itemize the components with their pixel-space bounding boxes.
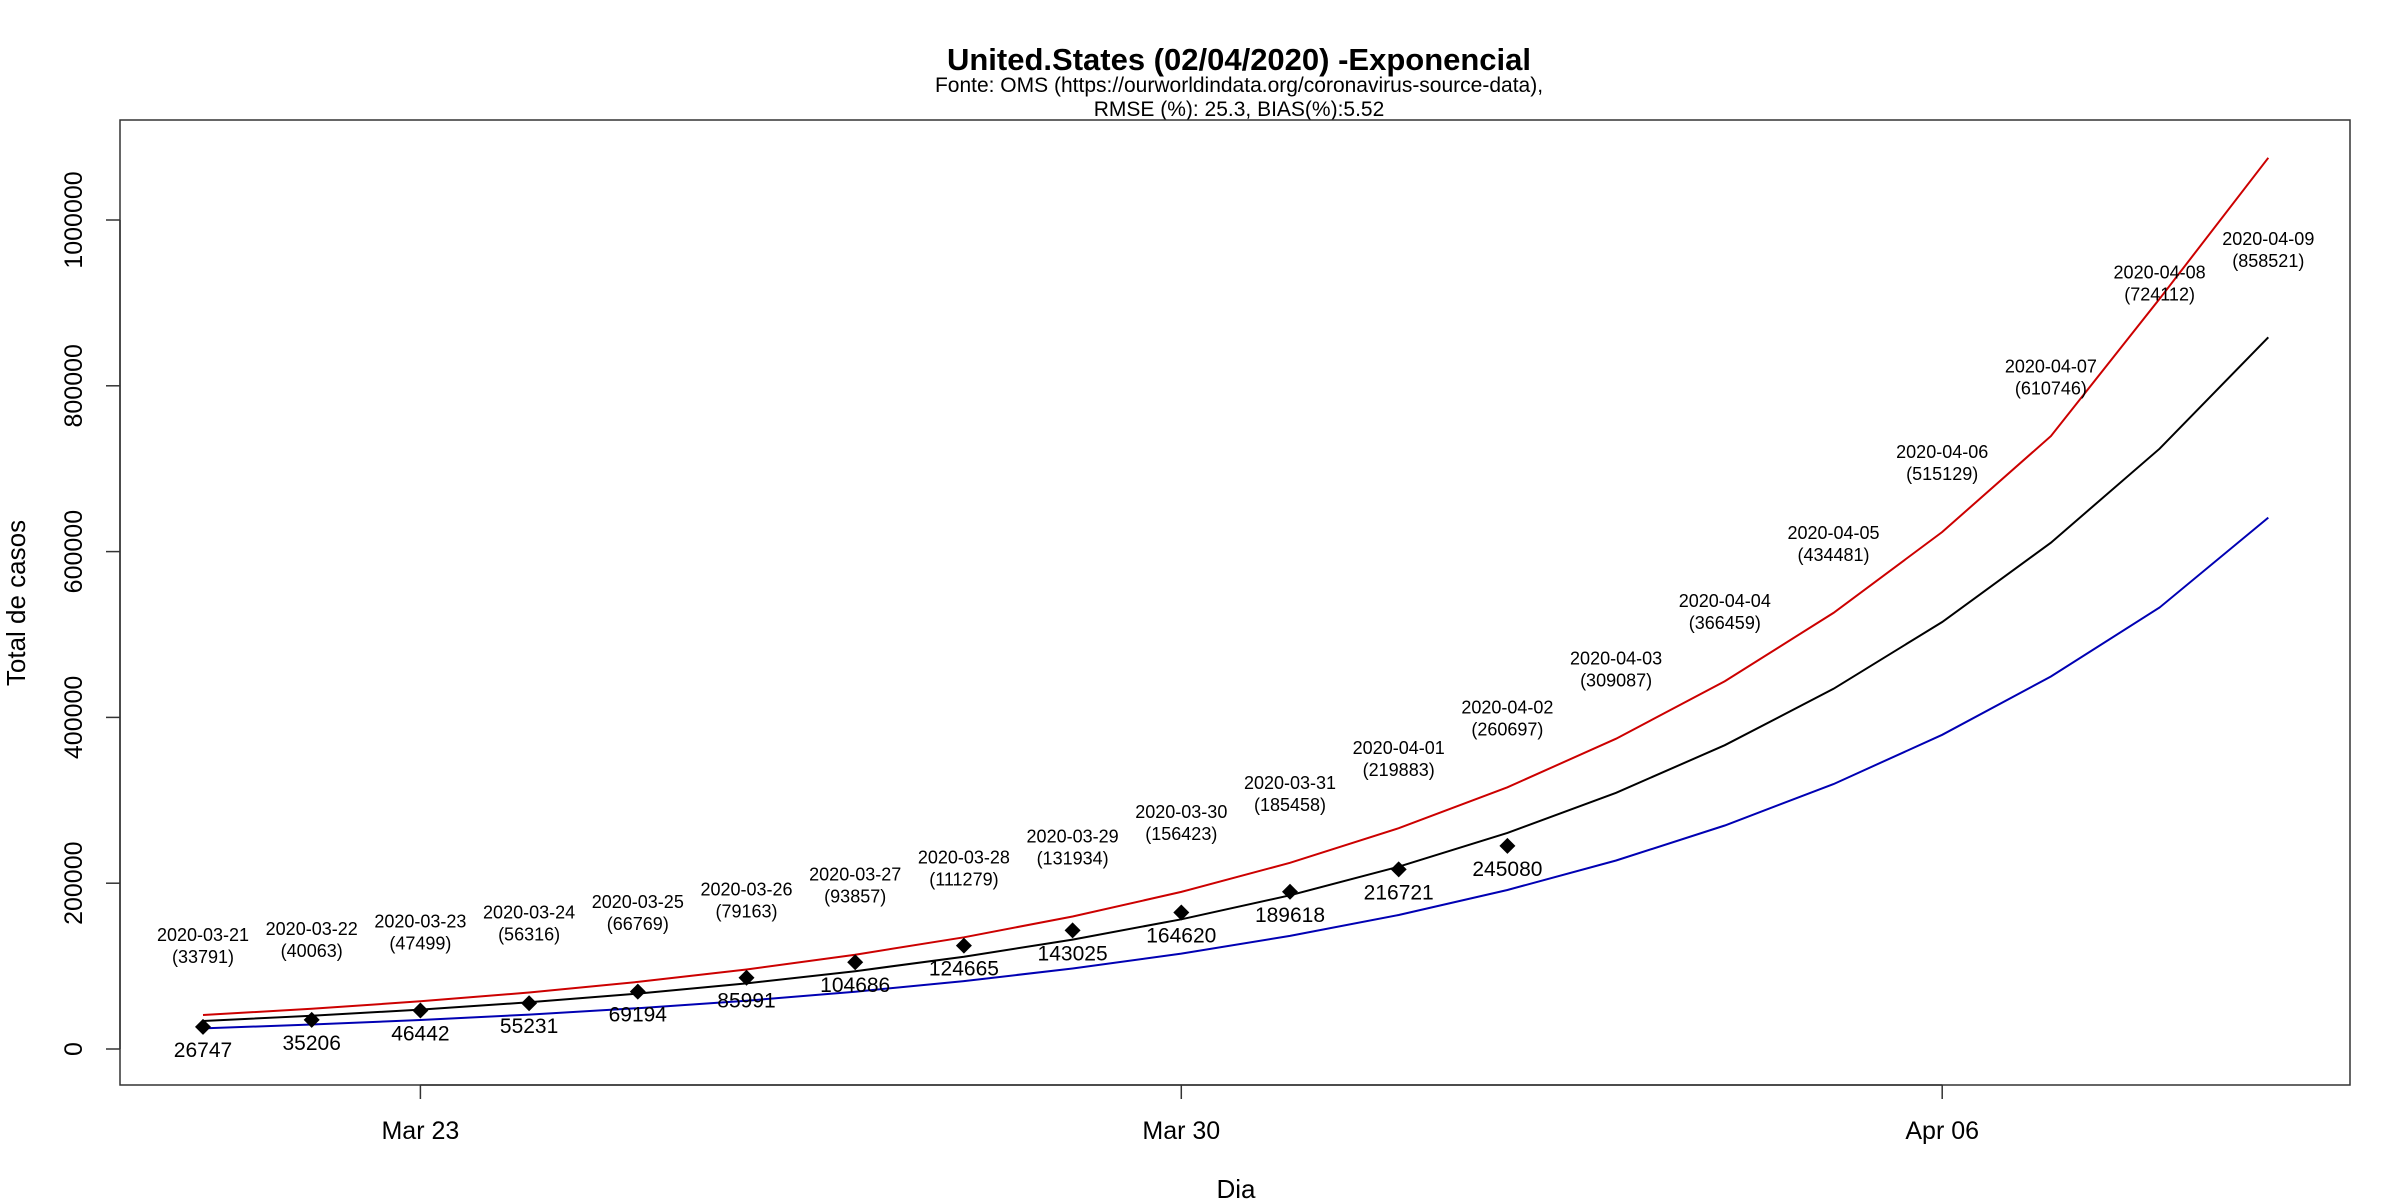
- y-tick-label: 1000000: [60, 171, 88, 268]
- predicted-value-label: (309087): [1580, 671, 1652, 691]
- y-tick-label: 0: [60, 1042, 88, 1056]
- x-tick-label: Mar 30: [1142, 1117, 1220, 1145]
- series-lines: [202, 157, 2270, 1030]
- chart-title: United.States (02/04/2020) -Exponencial: [947, 42, 1531, 77]
- observed-point: [412, 1002, 429, 1019]
- observed-value-label: 164620: [1146, 925, 1216, 948]
- predicted-value-label: (610746): [2015, 379, 2087, 399]
- observed-value-label: 216721: [1364, 881, 1434, 904]
- predicted-date-label: 2020-03-27: [809, 865, 901, 885]
- predicted-value-label: (79163): [715, 901, 777, 921]
- y-tick-label: 800000: [60, 344, 88, 427]
- predicted-date-label: 2020-04-01: [1353, 738, 1445, 758]
- observed-points: [195, 837, 1516, 1035]
- observed-value-label: 189618: [1255, 904, 1325, 927]
- predicted-date-label: 2020-03-29: [1027, 827, 1119, 847]
- predicted-value-label: (724112): [2124, 285, 2195, 305]
- observed-value-label: 69194: [609, 1004, 668, 1027]
- observed-point: [629, 983, 646, 1000]
- predicted-date-label: 2020-03-30: [1135, 802, 1227, 822]
- observed-point: [1282, 883, 1298, 900]
- predicted-value-label: (260697): [1471, 719, 1543, 739]
- predicted-value-label: (93857): [824, 887, 886, 907]
- observed-value-label: 245080: [1472, 858, 1542, 881]
- predicted-date-label: 2020-04-03: [1570, 649, 1662, 669]
- chart-subtitle-line1: Fonte: OMS (https://ourworldindata.org/c…: [935, 74, 1543, 97]
- observed-value-label: 85991: [717, 990, 775, 1013]
- predicted-date-label: 2020-03-26: [700, 879, 792, 899]
- predicted-value-label: (47499): [389, 933, 451, 953]
- predicted-date-label: 2020-03-31: [1244, 773, 1336, 793]
- predicted-value-label: (156423): [1145, 824, 1217, 844]
- y-axis: 0 200000 400000 600000 800000 1000000: [60, 171, 121, 1056]
- observed-value-label: 143025: [1038, 942, 1108, 965]
- plot-frame: [119, 119, 2351, 1086]
- observed-point: [847, 954, 864, 971]
- predicted-date-label: 2020-04-09: [2222, 229, 2314, 249]
- y-tick-label: 200000: [60, 841, 88, 924]
- x-tick-label: Apr 06: [1905, 1117, 1979, 1145]
- predicted-date-label: 2020-03-21: [157, 925, 249, 945]
- observed-value-label: 46442: [391, 1022, 449, 1045]
- observed-point: [303, 1011, 320, 1028]
- observed-value-label: 26747: [174, 1039, 232, 1062]
- x-axis: Mar 23 Mar 30 Apr 06: [381, 1084, 1979, 1145]
- predicted-date-label: 2020-04-02: [1461, 697, 1553, 717]
- predicted-date-label: 2020-04-07: [2005, 357, 2097, 377]
- predicted-date-label: 2020-03-24: [483, 902, 575, 922]
- chart-subtitle-line2: RMSE (%): 25.3, BIAS(%):5.52: [1094, 98, 1385, 121]
- predicted-value-label: (366459): [1689, 613, 1761, 633]
- predicted-value-label: (858521): [2232, 251, 2304, 271]
- predicted-date-label: 2020-03-25: [592, 892, 684, 912]
- x-axis-label: Dia: [1216, 1174, 1256, 1200]
- predicted-value-label: (515129): [1906, 464, 1978, 484]
- predicted-value-label: (66769): [607, 914, 669, 934]
- observed-value-label: 104686: [820, 974, 890, 997]
- predicted-value-label: (219883): [1363, 760, 1435, 780]
- predicted-value-label: (434481): [1797, 545, 1869, 565]
- observed-point: [955, 937, 972, 954]
- observed-value-label: 55231: [500, 1015, 558, 1038]
- predicted-date-label: 2020-04-04: [1679, 591, 1771, 611]
- predicted-value-label: (56316): [498, 924, 560, 944]
- y-tick-label: 600000: [60, 510, 88, 593]
- y-axis-label: Total de casos: [1, 520, 31, 686]
- predicted-date-label: 2020-03-23: [374, 911, 466, 931]
- observed-point: [195, 1018, 211, 1035]
- predicted-value-label: (111279): [929, 869, 998, 889]
- predicted-date-label: 2020-04-05: [1787, 523, 1879, 543]
- observed-point: [1064, 922, 1081, 939]
- x-tick-label: Mar 23: [381, 1117, 459, 1145]
- predicted-date-label: 2020-04-06: [1896, 442, 1988, 462]
- observed-point: [738, 969, 755, 986]
- observed-value-label: 35206: [282, 1032, 340, 1055]
- predicted-date-label: 2020-03-28: [918, 847, 1010, 867]
- observed-labels: 26747 35206 46442 55231 69194 85991 104686 1246…: [174, 858, 1543, 1062]
- predicted-value-label: (40063): [281, 941, 343, 961]
- y-tick-label: 400000: [60, 676, 88, 759]
- predicted-date-label: 2020-03-22: [266, 919, 358, 939]
- predicted-value-label: (33791): [172, 947, 234, 967]
- predicted-value-label: (131934): [1037, 849, 1109, 869]
- predicted-value-label: (185458): [1254, 795, 1326, 815]
- predicted-labels: 2020-03-21(33791) 2020-03-22(40063) 2020-0…: [157, 229, 2314, 967]
- observed-value-label: 124665: [929, 958, 999, 981]
- observed-point: [1499, 837, 1516, 854]
- lower-bound-line: [202, 516, 2269, 1030]
- upper-bound-line: [202, 157, 2270, 1016]
- observed-point: [521, 995, 538, 1012]
- predicted-line: [202, 336, 2270, 1022]
- predicted-date-label: 2020-04-08: [2114, 263, 2206, 283]
- observed-point: [1173, 904, 1190, 921]
- observed-point: [1390, 861, 1407, 878]
